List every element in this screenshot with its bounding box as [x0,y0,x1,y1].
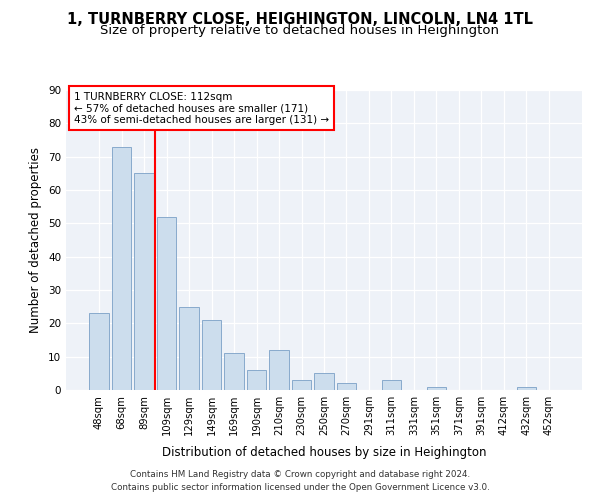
Y-axis label: Number of detached properties: Number of detached properties [29,147,43,333]
Bar [314,374,334,390]
Bar [517,386,536,390]
Bar [202,320,221,390]
Bar [247,370,266,390]
Bar [112,146,131,390]
Bar [157,216,176,390]
Bar [134,174,154,390]
Bar [292,380,311,390]
Bar [427,386,446,390]
Bar [382,380,401,390]
X-axis label: Distribution of detached houses by size in Heighington: Distribution of detached houses by size … [162,446,486,460]
Bar [179,306,199,390]
Bar [269,350,289,390]
Text: 1 TURNBERRY CLOSE: 112sqm
← 57% of detached houses are smaller (171)
43% of semi: 1 TURNBERRY CLOSE: 112sqm ← 57% of detac… [74,92,329,124]
Bar [337,384,356,390]
Text: Size of property relative to detached houses in Heighington: Size of property relative to detached ho… [101,24,499,37]
Bar [89,314,109,390]
Text: 1, TURNBERRY CLOSE, HEIGHINGTON, LINCOLN, LN4 1TL: 1, TURNBERRY CLOSE, HEIGHINGTON, LINCOLN… [67,12,533,28]
Bar [224,354,244,390]
Text: Contains HM Land Registry data © Crown copyright and database right 2024.
Contai: Contains HM Land Registry data © Crown c… [110,470,490,492]
